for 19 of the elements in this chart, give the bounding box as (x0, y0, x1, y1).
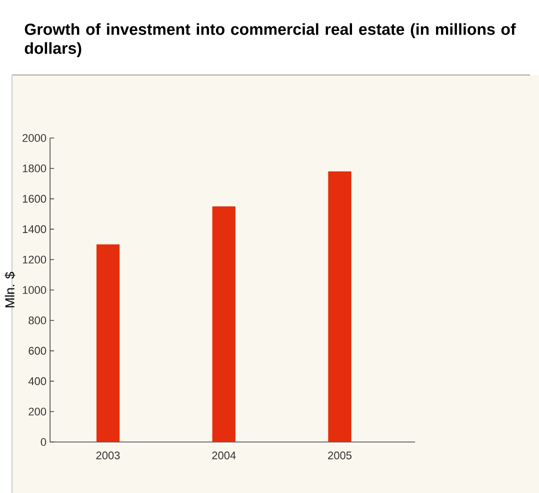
y-tick-label: 400 (28, 377, 46, 385)
bar (212, 206, 236, 442)
x-tick-label: 2005 (328, 451, 352, 460)
y-tick-label: 600 (28, 346, 46, 354)
y-tick-label: 1600 (22, 194, 46, 203)
chart-title: Growth of investment into commercial real estate (in millions of dollars) (24, 23, 516, 57)
y-tick-label: 2000 (22, 134, 46, 142)
bar (328, 171, 352, 442)
y-tick-label: 1800 (22, 164, 46, 172)
y-tick-label: 800 (28, 316, 46, 324)
bar (96, 244, 120, 442)
x-tick-label: 2004 (212, 451, 236, 460)
y-tick-label: 1400 (22, 225, 46, 233)
y-tick-label: 0 (40, 438, 46, 446)
y-tick-label: 200 (28, 408, 46, 416)
y-tick-label: 1000 (22, 286, 46, 294)
y-tick-label: 1200 (22, 256, 46, 264)
x-tick-label: 2003 (96, 451, 120, 460)
y-axis-title: Mln. $ (4, 272, 16, 308)
